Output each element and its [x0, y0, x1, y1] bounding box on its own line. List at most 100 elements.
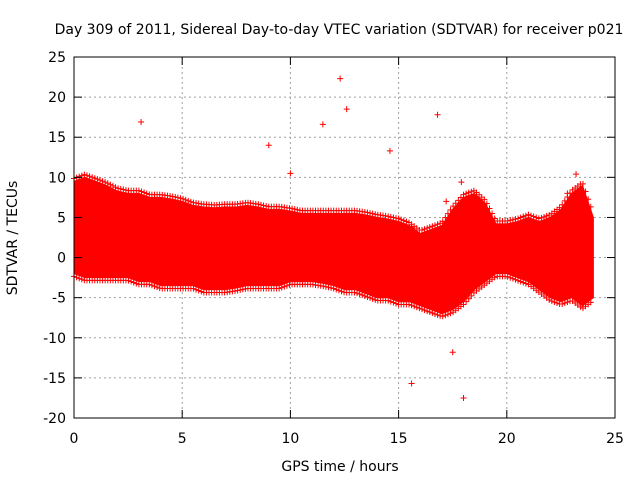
- data-point: [260, 202, 267, 209]
- data-point: [89, 174, 96, 181]
- outlier-point: [343, 106, 350, 113]
- data-point: [551, 299, 558, 306]
- data-point: [533, 214, 540, 221]
- data-point: [411, 303, 418, 310]
- data-point: [320, 283, 327, 290]
- x-tick-label: 5: [178, 431, 187, 447]
- data-point: [546, 296, 553, 303]
- data-point: [367, 210, 374, 217]
- data-point: [460, 301, 467, 308]
- data-point: [491, 215, 498, 222]
- data-point: [180, 195, 187, 202]
- data-point: [530, 213, 537, 220]
- data-point: [393, 215, 400, 222]
- data-point: [364, 293, 371, 300]
- data-point: [333, 286, 340, 293]
- outlier-point: [337, 75, 344, 82]
- data-point: [520, 279, 527, 286]
- data-point: [115, 185, 122, 192]
- data-point: [94, 176, 101, 183]
- data-point: [509, 275, 516, 282]
- data-point: [76, 275, 83, 282]
- data-point: [579, 180, 586, 187]
- data-point: [439, 313, 446, 320]
- data-point: [561, 300, 568, 307]
- data-point: [559, 301, 566, 308]
- data-point: [486, 205, 493, 212]
- data-point: [390, 214, 397, 221]
- data-point: [128, 278, 135, 285]
- data-point: [112, 184, 119, 191]
- data-point: [328, 284, 335, 291]
- data-point: [439, 218, 446, 225]
- y-tick-label: -10: [43, 331, 66, 347]
- data-point: [442, 312, 449, 319]
- outlier-point: [564, 190, 571, 197]
- data-point: [509, 216, 516, 223]
- data-point: [418, 306, 425, 313]
- data-point: [413, 304, 420, 311]
- data-point: [387, 298, 394, 305]
- data-point: [455, 197, 462, 204]
- data-point: [418, 227, 425, 234]
- data-point: [96, 177, 103, 184]
- data-point: [515, 215, 522, 222]
- data-point: [424, 308, 431, 315]
- outlier-point: [287, 170, 294, 177]
- data-point: [237, 286, 244, 293]
- data-point: [400, 217, 407, 224]
- data-point: [507, 274, 514, 281]
- y-tick-label: 5: [57, 210, 66, 226]
- y-tick-label: 10: [48, 170, 66, 186]
- data-point: [154, 284, 161, 291]
- data-point: [543, 212, 550, 219]
- data-point: [587, 299, 594, 306]
- outlier-point: [449, 349, 456, 356]
- data-point: [276, 285, 283, 292]
- outlier-point: [460, 394, 467, 401]
- data-point: [281, 283, 288, 290]
- data-point: [255, 201, 262, 208]
- data-point: [239, 286, 246, 293]
- outlier-point: [319, 121, 326, 128]
- data-point: [104, 180, 111, 187]
- data-point: [465, 295, 472, 302]
- data-point: [174, 194, 181, 201]
- data-point: [351, 289, 358, 296]
- data-point: [141, 189, 148, 196]
- data-point: [522, 212, 529, 219]
- data-point: [522, 280, 529, 287]
- data-point: [291, 206, 298, 213]
- data-point: [429, 309, 436, 316]
- outlier-point: [265, 142, 272, 149]
- data-point: [447, 310, 454, 317]
- data-point: [364, 209, 371, 216]
- data-point: [187, 198, 194, 205]
- data-point: [190, 285, 197, 292]
- data-point: [107, 181, 114, 188]
- data-point: [585, 196, 592, 203]
- data-point: [465, 189, 472, 196]
- data-point: [102, 179, 109, 186]
- data-point: [109, 182, 116, 189]
- x-tick-label: 0: [70, 431, 79, 447]
- data-point: [169, 193, 176, 200]
- data-point: [504, 273, 511, 280]
- data-point: [234, 287, 241, 294]
- data-point: [421, 307, 428, 314]
- data-point: [369, 295, 376, 302]
- data-point: [195, 287, 202, 294]
- data-point: [257, 201, 264, 208]
- data-point: [130, 279, 137, 286]
- data-point: [452, 200, 459, 207]
- x-tick-label: 25: [606, 431, 624, 447]
- data-point: [447, 206, 454, 213]
- data-point: [387, 213, 394, 220]
- data-point: [517, 278, 524, 285]
- data-point: [504, 217, 511, 224]
- data-point: [517, 214, 524, 221]
- data-point: [515, 277, 522, 284]
- outlier-point: [138, 118, 145, 125]
- outlier-point: [443, 198, 450, 205]
- data-point: [434, 221, 441, 228]
